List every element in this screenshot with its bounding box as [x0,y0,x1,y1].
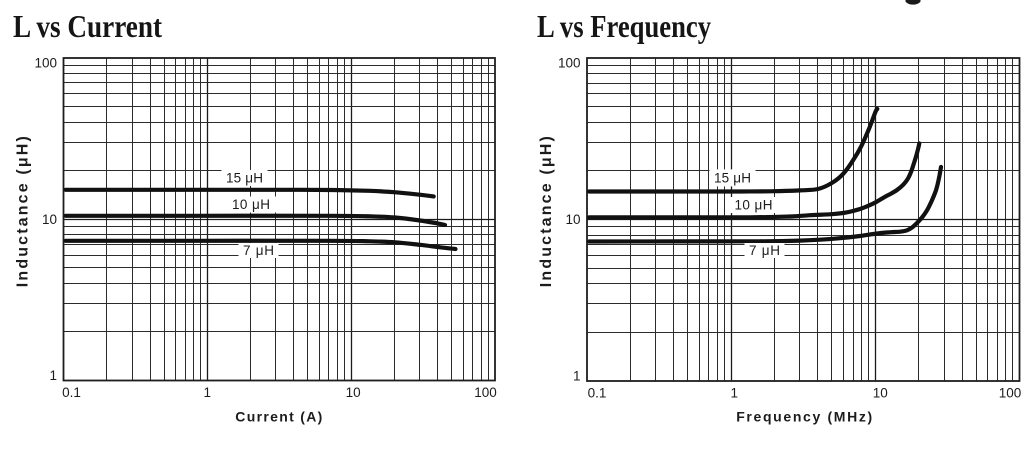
svg-text:100: 100 [558,56,581,71]
svg-text:1: 1 [730,386,738,401]
svg-text:1: 1 [573,369,581,384]
svg-text:15 μH: 15 μH [226,170,263,185]
svg-text:100: 100 [474,385,497,400]
svg-text:L vs Current: L vs Current [13,8,162,44]
svg-text:L vs Frequency: L vs Frequency [537,8,711,44]
svg-text:0.1: 0.1 [62,385,81,400]
svg-text:Inductance (μH): Inductance (μH) [15,136,32,287]
svg-text:Inductance (μH): Inductance (μH) [538,136,555,287]
svg-text:7 μH: 7 μH [243,243,274,258]
svg-text:100: 100 [999,386,1022,401]
svg-text:100: 100 [34,56,57,71]
svg-text:7 μH: 7 μH [749,243,780,258]
svg-text:1: 1 [204,385,212,400]
svg-text:10 μH: 10 μH [232,197,270,212]
svg-text:10 μH: 10 μH [735,198,773,213]
svg-text:10: 10 [565,212,580,227]
svg-text:10: 10 [42,212,57,227]
svg-text:0.1: 0.1 [588,386,607,401]
svg-text:15 μH: 15 μH [714,170,751,185]
svg-text:Current (A): Current (A) [235,409,322,425]
svg-text:Frequency (MHz): Frequency (MHz) [736,409,872,425]
svg-text:10: 10 [346,385,361,400]
svg-text:1: 1 [49,368,57,383]
svg-text:10: 10 [873,386,888,401]
